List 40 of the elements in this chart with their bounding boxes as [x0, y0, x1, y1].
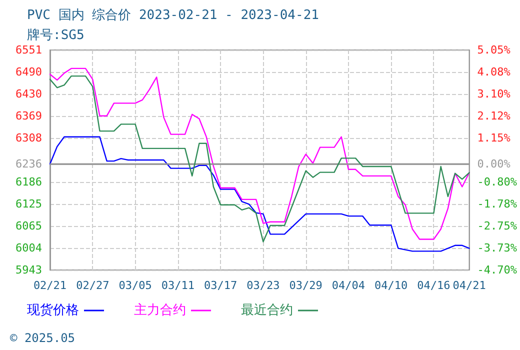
legend-label: 最近合约 — [241, 303, 293, 318]
x-tick-label: 04/21 — [452, 279, 486, 292]
x-tick-label: 02/27 — [76, 279, 110, 292]
y2-tick-label: 3.10% — [477, 88, 511, 100]
y2-tick-label: 1.15% — [477, 132, 511, 144]
y2-tick-label: -4.70% — [477, 264, 518, 276]
y-tick-label: 5943 — [16, 264, 42, 276]
x-tick-label: 03/17 — [204, 279, 238, 292]
y-tick-label: 6236 — [16, 157, 42, 170]
x-tick-label: 03/23 — [246, 279, 280, 292]
y-tick-label: 6551 — [16, 44, 42, 56]
x-tick-label: 04/10 — [374, 279, 408, 292]
y2-tick-label: -3.73% — [477, 242, 518, 255]
x-tick-label: 03/11 — [161, 279, 194, 292]
y2-tick-label: -1.78% — [477, 198, 518, 211]
y2-tick-label: 2.12% — [477, 110, 511, 123]
y-tick-label: 6369 — [16, 109, 42, 122]
y2-tick-label: -2.75% — [477, 220, 518, 232]
legend-label: 主力合约 — [134, 302, 186, 318]
y2-tick-label: 0.00% — [477, 157, 511, 170]
y-tick-label: 6065 — [16, 219, 42, 232]
y-tick-label: 6430 — [16, 87, 42, 100]
x-tick-label: 03/29 — [289, 279, 322, 292]
legend-label: 现货价格 — [27, 303, 79, 318]
x-tick-label: 04/16 — [417, 279, 450, 292]
y-tick-label: 6308 — [16, 131, 42, 144]
y-tick-label: 6490 — [16, 66, 42, 79]
y2-tick-label: -0.80% — [477, 176, 518, 188]
x-tick-label: 02/21 — [33, 279, 67, 292]
x-tick-label: 04/04 — [332, 279, 366, 292]
line-series — [49, 136, 470, 252]
chart-title: PVC 国内 综合价 2023-02-21 - 2023-04-21 — [27, 8, 319, 23]
chart-subtitle: 牌号:SG5 — [27, 28, 84, 43]
y2-tick-label: 5.05% — [477, 44, 511, 56]
text: © 2025.05 — [10, 331, 76, 345]
y-tick-label: 6186 — [16, 176, 42, 189]
y-tick-label: 6004 — [16, 241, 42, 254]
y2-tick-label: 4.08% — [477, 65, 511, 78]
x-tick-label: 03/05 — [118, 279, 152, 292]
y-tick-label: 6125 — [16, 198, 42, 211]
